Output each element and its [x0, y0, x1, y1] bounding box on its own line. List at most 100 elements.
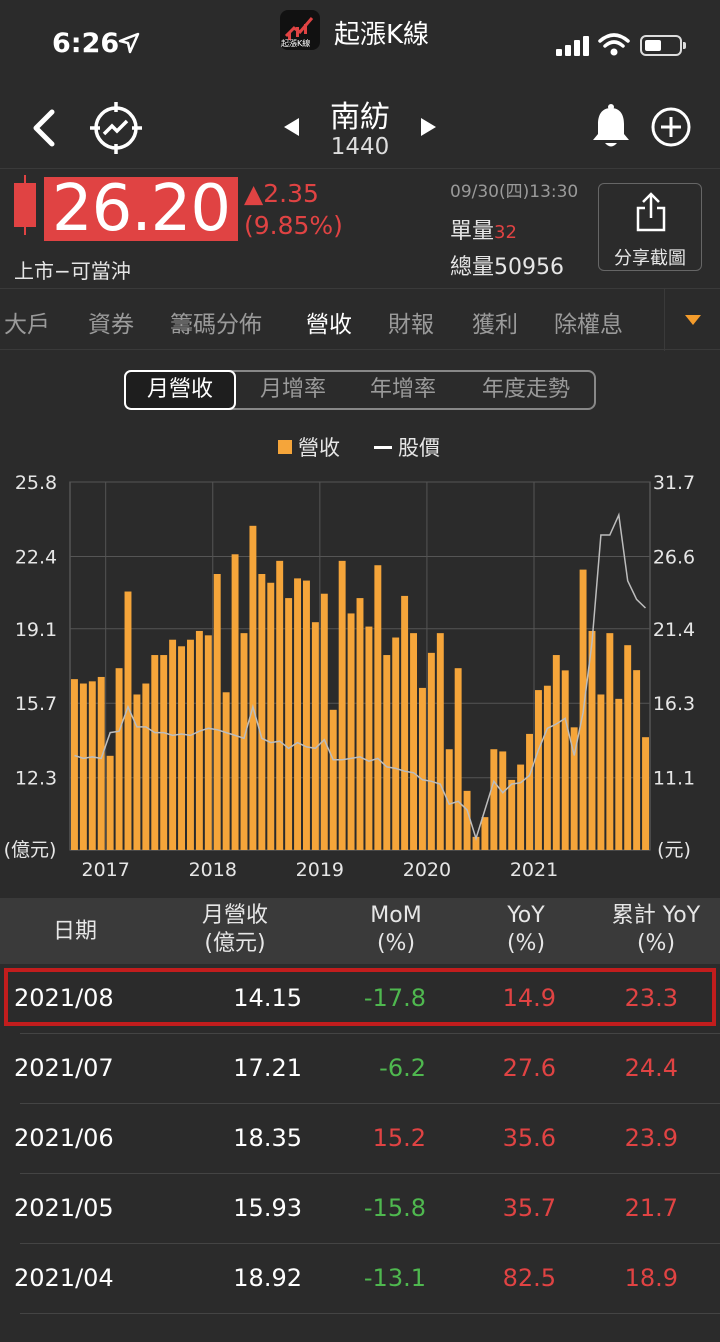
x-tick-label: 2020 [403, 859, 451, 881]
revenue-bar [570, 727, 578, 850]
bell-icon[interactable] [590, 104, 632, 154]
tab-profit[interactable]: 獲利 [472, 312, 518, 338]
revenue-bar [204, 635, 212, 850]
revenue-bar [169, 639, 177, 850]
table-row[interactable]: 2021/06 18.35 15.2 35.6 23.9 [0, 1104, 720, 1174]
revenue-bar [338, 560, 346, 850]
seg-monthly-revenue[interactable]: 月營收 [124, 370, 236, 410]
table-header: 日期 月營收 (億元) MoM (%) YoY (%) 累計 YoY (%) [0, 898, 720, 964]
tab-revenue[interactable]: 營收 [306, 312, 352, 338]
row-date: 2021/04 [14, 1264, 114, 1292]
revenue-bar [195, 630, 203, 850]
revenue-bar [427, 652, 435, 850]
row-revenue: 18.92 [233, 1264, 302, 1292]
table-row[interactable]: 2021/04 18.92 -13.1 82.5 18.9 [0, 1244, 720, 1314]
candle-icon [14, 183, 36, 227]
battery-icon [640, 35, 686, 56]
right-axis-unit: (元) [657, 839, 691, 861]
row-revenue: 17.21 [233, 1054, 302, 1082]
row-date: 2021/07 [14, 1054, 114, 1082]
row-yoy: 82.5 [502, 1264, 556, 1292]
total-volume-value: 50956 [494, 255, 565, 280]
revenue-bar [133, 694, 141, 850]
revenue-bar [294, 578, 301, 850]
revenue-bar [222, 692, 230, 850]
total-volume: 總量50956 [450, 249, 564, 281]
row-divider [20, 1173, 720, 1174]
th-revenue: 月營收 (億元) [201, 903, 268, 956]
seg-annual-trend[interactable]: 年度走勢 [481, 377, 570, 402]
tab-major-holders[interactable]: 大戶 [4, 312, 50, 338]
th-mom: MoM (%) [370, 903, 422, 956]
stock-nav-bar: 南紡 1440 [0, 88, 720, 168]
revenue-bar [552, 655, 560, 850]
revenue-bar [517, 764, 525, 850]
revenue-bar [419, 687, 426, 850]
right-tick-label: 21.4 [653, 619, 695, 641]
quote-panel: 26.20 ▲2.35 (9.85%) 上市−可當沖 09/30(四)13:30… [0, 168, 720, 286]
row-divider [20, 1313, 720, 1314]
price-change: ▲2.35 [244, 179, 319, 208]
row-divider [20, 1103, 720, 1104]
left-tick-label: 12.3 [15, 768, 57, 790]
revenue-bar [543, 685, 551, 850]
x-tick-label: 2019 [296, 859, 344, 881]
revenue-bar [97, 676, 105, 850]
revenue-bar [329, 709, 337, 850]
row-cum-yoy: 23.9 [624, 1124, 678, 1152]
next-stock-icon[interactable] [420, 118, 436, 140]
revenue-bar [454, 668, 462, 850]
revenue-bar [285, 598, 293, 850]
left-tick-label: 15.7 [15, 693, 57, 715]
revenue-bar [276, 560, 284, 850]
target-trend-icon[interactable] [90, 102, 142, 158]
revenue-view-selector: 月營收 月增率 年增率 年度走勢 [124, 370, 596, 410]
row-mom: -15.8 [363, 1194, 426, 1222]
table-row[interactable]: 2021/07 17.21 -6.2 27.6 24.4 [0, 1034, 720, 1104]
row-mom: -17.8 [363, 984, 426, 1012]
revenue-bar [71, 679, 78, 850]
revenue-bar [508, 779, 516, 850]
axis-labels: 25.8 31.7 22.4 26.6 19.1 21.4 15.7 16.3 12.3 11.1… [4, 472, 696, 881]
revenue-bar [624, 645, 632, 850]
add-watchlist-icon[interactable] [650, 106, 692, 152]
row-yoy: 35.6 [502, 1124, 556, 1152]
app-logo-text: 起漲K線 [281, 39, 311, 48]
prev-stock-icon[interactable] [284, 118, 300, 140]
revenue-bar [124, 591, 132, 850]
right-tick-label: 16.3 [653, 693, 695, 715]
revenue-bar [356, 598, 364, 850]
left-axis-unit: (億元) [4, 839, 57, 861]
revenue-bar [436, 633, 444, 850]
tab-margin[interactable]: 資券 [88, 312, 134, 338]
table-row[interactable]: 2021/08 14.15 -17.8 14.9 23.3 [0, 964, 720, 1034]
stock-name: 南紡 [330, 100, 390, 135]
revenue-bar [320, 593, 328, 850]
row-mom: 15.2 [372, 1124, 426, 1152]
revenue-bar [588, 630, 596, 850]
unit-volume-value: 32 [494, 222, 517, 243]
row-date: 2021/06 [14, 1124, 114, 1152]
left-tick-label: 22.4 [15, 546, 57, 568]
back-icon[interactable] [28, 108, 58, 152]
tab-financials[interactable]: 財報 [388, 312, 434, 338]
row-cum-yoy: 21.7 [624, 1194, 678, 1222]
revenue-bar [258, 574, 266, 850]
revenue-bar [231, 554, 239, 850]
unit-volume-label: 單量 [450, 219, 495, 244]
more-tabs-button[interactable] [664, 289, 720, 351]
revenue-bar [151, 655, 159, 850]
unit-volume: 單量32 [450, 213, 517, 245]
revenue-bar [642, 737, 649, 850]
table-row[interactable]: 2021/05 15.93 -15.8 35.7 21.7 [0, 1174, 720, 1244]
market-type: 上市−可當沖 [14, 259, 131, 283]
row-mom: -6.2 [379, 1054, 426, 1082]
revenue-bar [115, 668, 123, 850]
share-icon [635, 192, 667, 238]
revenue-bar [615, 698, 623, 850]
share-screenshot-button[interactable]: 分享截圖 [598, 183, 702, 271]
tab-chip-distribution[interactable]: 籌碼分佈 [170, 312, 262, 338]
seg-mom[interactable]: 月增率 [259, 377, 326, 402]
tab-dividend[interactable]: 除權息 [554, 312, 623, 338]
seg-yoy[interactable]: 年增率 [369, 377, 436, 402]
